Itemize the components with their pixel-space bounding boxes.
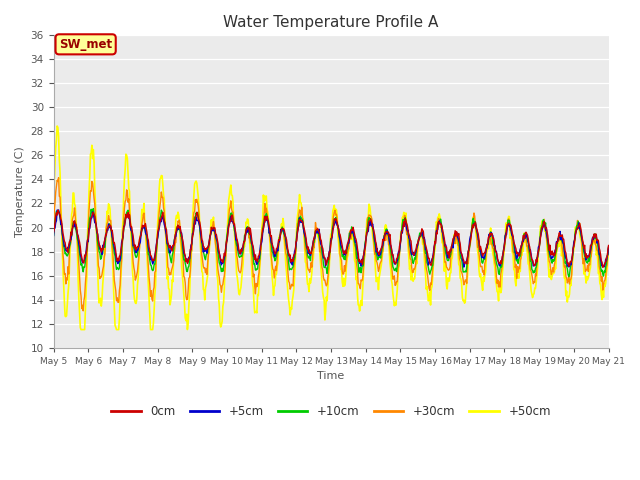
Legend: 0cm, +5cm, +10cm, +30cm, +50cm: 0cm, +5cm, +10cm, +30cm, +50cm: [107, 400, 556, 423]
Y-axis label: Temperature (C): Temperature (C): [15, 146, 25, 237]
Title: Water Temperature Profile A: Water Temperature Profile A: [223, 15, 439, 30]
X-axis label: Time: Time: [317, 371, 345, 381]
Text: SW_met: SW_met: [59, 38, 112, 51]
